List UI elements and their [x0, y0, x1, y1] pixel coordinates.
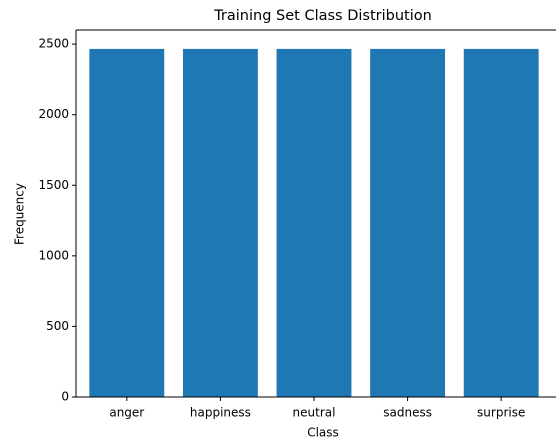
x-tick-label: neutral [293, 406, 336, 420]
y-axis-label: Frequency [13, 183, 27, 245]
x-tick-label: happiness [190, 406, 251, 420]
x-tick-label: sadness [383, 406, 432, 420]
chart-title: Training Set Class Distribution [213, 8, 432, 24]
bar [89, 48, 165, 398]
bar [276, 48, 352, 398]
y-tick-label: 500 [46, 319, 69, 333]
y-tick-label: 2500 [38, 37, 69, 51]
x-axis-label: Class [307, 426, 339, 440]
bar [463, 48, 539, 398]
y-tick-label: 1000 [38, 248, 69, 262]
y-tick-label: 0 [61, 390, 69, 404]
y-tick-label: 2000 [38, 107, 69, 121]
bar [182, 48, 258, 398]
bar [370, 48, 446, 398]
y-tick-label: 1500 [38, 178, 69, 192]
x-tick-label: anger [109, 406, 144, 420]
x-tick-label: surprise [477, 406, 525, 420]
